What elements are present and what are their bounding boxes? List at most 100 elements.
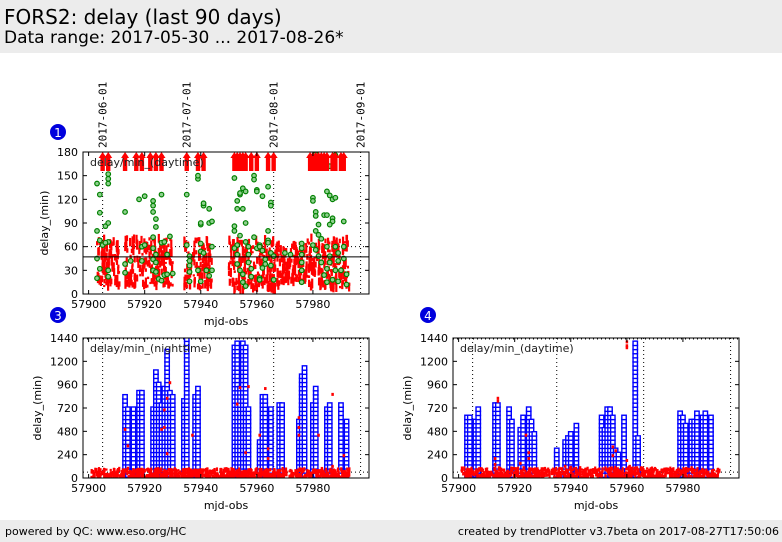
outlier-arrow bbox=[316, 155, 321, 171]
data-point-red bbox=[333, 473, 336, 478]
data-point-red bbox=[612, 473, 615, 476]
data-point-red bbox=[238, 471, 241, 476]
data-point-green bbox=[265, 183, 271, 190]
data-point-red bbox=[512, 471, 515, 475]
x-axis-label: mjd-obs bbox=[574, 499, 619, 512]
data-point-blue bbox=[598, 414, 605, 421]
data-point-red bbox=[173, 472, 176, 475]
data-point-red bbox=[92, 472, 95, 477]
data-point-green bbox=[153, 269, 159, 275]
data-point-red bbox=[715, 470, 718, 473]
data-point-green bbox=[195, 172, 201, 179]
data-point-red bbox=[264, 248, 267, 253]
data-point-red bbox=[308, 279, 311, 288]
data-point-red bbox=[165, 396, 169, 400]
data-point-green bbox=[94, 275, 100, 282]
data-point-red bbox=[281, 273, 284, 280]
data-point-red bbox=[330, 269, 333, 274]
data-point-red bbox=[230, 249, 233, 260]
data-point-green bbox=[324, 243, 330, 250]
data-point-red bbox=[478, 475, 481, 478]
data-point-red bbox=[96, 241, 99, 246]
data-point-red bbox=[134, 474, 138, 478]
outlier-arrow-head bbox=[199, 152, 208, 158]
data-point-red bbox=[320, 277, 324, 286]
data-point-red bbox=[146, 276, 150, 280]
data-point-red bbox=[552, 469, 556, 474]
data-point-red bbox=[150, 278, 153, 284]
outlier-arrow-head bbox=[146, 152, 155, 158]
data-point-red bbox=[306, 274, 309, 278]
x-tick-label: 57940 bbox=[183, 298, 218, 311]
data-point-red bbox=[198, 275, 201, 280]
data-point-red bbox=[155, 472, 158, 475]
data-point-red bbox=[690, 474, 693, 478]
y-axis-label: delay_(min) bbox=[38, 191, 51, 256]
data-point-red bbox=[207, 253, 211, 256]
data-point-red bbox=[684, 470, 687, 473]
data-point-red bbox=[577, 471, 580, 476]
data-point-green bbox=[141, 242, 148, 248]
data-point-red bbox=[127, 281, 131, 285]
data-point-red bbox=[171, 469, 174, 473]
data-point-red bbox=[164, 474, 167, 478]
outlier-arrow bbox=[100, 155, 105, 171]
data-point-green bbox=[340, 218, 347, 225]
data-point-red bbox=[115, 471, 118, 476]
data-point-red bbox=[277, 475, 280, 478]
data-point-red bbox=[338, 275, 342, 283]
data-point-red bbox=[275, 471, 278, 476]
data-point-red bbox=[228, 235, 231, 245]
data-point-red bbox=[266, 457, 270, 461]
data-point-red bbox=[171, 264, 174, 271]
data-point-red bbox=[534, 472, 537, 477]
data-point-red bbox=[470, 471, 473, 476]
data-point-red bbox=[690, 470, 693, 474]
data-point-red bbox=[303, 269, 306, 279]
data-point-red bbox=[236, 285, 239, 291]
data-point-red bbox=[126, 469, 129, 473]
data-point-red bbox=[465, 474, 469, 478]
data-point-red bbox=[585, 475, 588, 478]
data-point-red bbox=[195, 261, 198, 272]
data-point-red bbox=[143, 245, 146, 253]
data-point-red bbox=[332, 282, 335, 293]
data-point-red bbox=[333, 236, 336, 242]
data-point-red bbox=[331, 242, 334, 252]
y-tick-label: 480 bbox=[57, 425, 78, 438]
data-point-red bbox=[687, 473, 690, 478]
data-point-red bbox=[184, 244, 188, 252]
y-axis-label: delay_(min) bbox=[401, 376, 414, 441]
data-point-red bbox=[239, 257, 243, 266]
data-point-red bbox=[139, 273, 142, 277]
data-point-red bbox=[684, 472, 687, 476]
data-point-red bbox=[550, 471, 553, 475]
data-point-red bbox=[595, 468, 598, 472]
data-point-blue bbox=[466, 414, 473, 421]
data-point-red bbox=[148, 251, 151, 257]
legend-label: delay/min_(nighttime) bbox=[90, 342, 212, 355]
data-point-green bbox=[169, 270, 176, 277]
data-point-red bbox=[329, 284, 333, 291]
data-point-red bbox=[498, 475, 501, 478]
data-point-red bbox=[634, 474, 637, 478]
data-point-red bbox=[538, 474, 541, 478]
data-point-red bbox=[262, 473, 266, 478]
data-point-red bbox=[317, 433, 320, 437]
data-point-green bbox=[164, 251, 171, 258]
data-point-red bbox=[297, 468, 300, 471]
data-point-red bbox=[258, 281, 261, 286]
data-point-red bbox=[522, 467, 526, 470]
data-point-red bbox=[159, 468, 162, 474]
data-point-red bbox=[206, 475, 210, 478]
data-point-red bbox=[206, 242, 209, 249]
data-point-red bbox=[677, 471, 680, 475]
data-point-red bbox=[140, 476, 143, 478]
data-point-red bbox=[277, 282, 280, 290]
data-point-green bbox=[237, 232, 243, 239]
data-point-red bbox=[561, 472, 564, 476]
data-point-red bbox=[509, 470, 512, 473]
data-point-blue bbox=[607, 406, 613, 413]
data-point-red bbox=[159, 474, 162, 478]
data-point-red bbox=[313, 270, 317, 276]
